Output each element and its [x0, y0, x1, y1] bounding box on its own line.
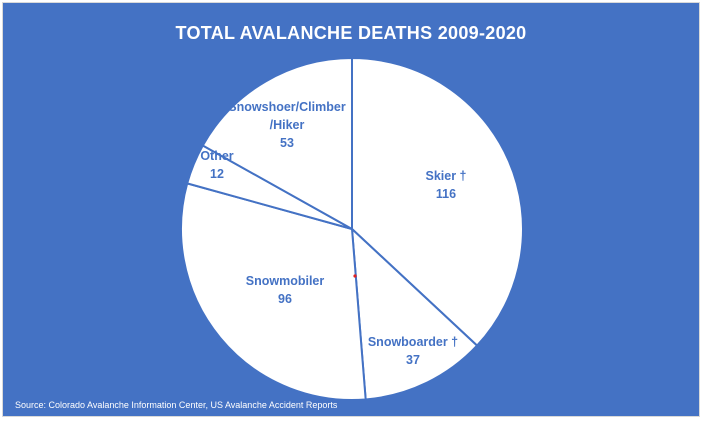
pie-slice-1: [351, 56, 524, 348]
pie-slice-5: [201, 56, 353, 231]
pie-slice-3: [180, 182, 367, 401]
slice-label-5: Snowshoer/Climber/Hiker 53: [228, 100, 346, 150]
source-note: Source: Colorado Avalanche Information C…: [15, 400, 338, 410]
marker-dot: [353, 274, 357, 278]
slice-label-3: Snowmobiler 96: [246, 274, 325, 306]
slice-label-2: Snowboarder † 37: [368, 335, 458, 367]
slice-label-1: Skier † 116: [425, 169, 466, 201]
pie-chart: Skier † 116 Snowboarder † 37 Snowmobiler 96 Ot…: [180, 56, 524, 401]
chart-area: TOTAL AVALANCHE DEATHS 2009-2020 Skier †…: [2, 2, 700, 417]
pie-slice-2: [350, 226, 479, 401]
slice-label-4: Other 12: [200, 149, 233, 181]
chart-title: TOTAL AVALANCHE DEATHS 2009-2020: [175, 23, 527, 43]
